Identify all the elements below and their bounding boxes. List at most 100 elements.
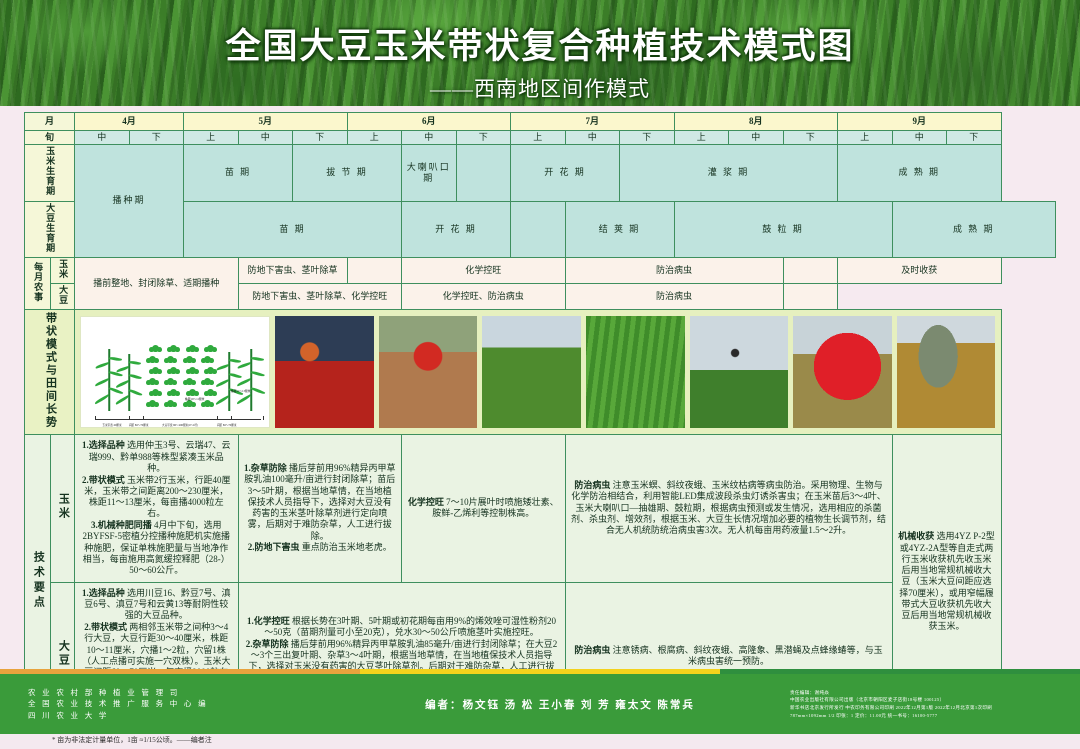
label-farm-corn-text: 玉米 bbox=[58, 258, 69, 279]
soybean-plant bbox=[185, 400, 193, 408]
main-grid: 月 4月 5月 6月 7月 8月 9月旬中下上中下上中下上中下上中下上中下玉米生育期 播种期苗… bbox=[24, 112, 1056, 731]
label-band-pattern-text: 带状模式与田间长势 bbox=[44, 312, 57, 430]
tech-soy-c4-title-0: 防治病虫 bbox=[574, 644, 611, 655]
tech-corn-c3-title-0: 化学控旺 bbox=[407, 497, 444, 507]
month-header-5月: 5月 bbox=[183, 112, 348, 131]
xun-cell-5月-上: 上 bbox=[183, 129, 239, 146]
ruler-tick bbox=[263, 416, 264, 421]
dimension-label-0: 玉米带宽 40厘米 bbox=[102, 424, 122, 428]
soy-stage-0: 苗 期 bbox=[183, 200, 402, 258]
label-band-pattern: 带状模式与田间长势 bbox=[24, 309, 75, 436]
soybean-plant bbox=[167, 378, 175, 386]
corn-stage-3: 大喇叭口期 bbox=[401, 144, 457, 202]
tech-corn-c2-item-1: 2.防地下害虫 重点防治玉米地老虎。 bbox=[244, 542, 397, 553]
xun-cell-7月-上: 上 bbox=[510, 129, 566, 146]
tech-corn-c2-title-0: 1.杂草防除 bbox=[243, 463, 287, 473]
corn-leaf bbox=[250, 369, 265, 378]
callout-0: 株距10～11厘米 bbox=[185, 397, 205, 401]
corn-farm-op-4: 防治病虫 bbox=[564, 256, 784, 285]
corn-farm-op-6: 及时收获 bbox=[837, 256, 1002, 285]
xun-cell-9月-下: 下 bbox=[946, 129, 1002, 146]
soy-stage-1: 开 花 期 bbox=[401, 200, 511, 258]
soybean-block bbox=[143, 341, 220, 408]
imprint-line-4: 787mm×1092mm 1/2 印张：1 定价：11.00元 统一书号：161… bbox=[790, 712, 938, 718]
soybean-row bbox=[146, 367, 220, 375]
tech-corn-c1-body-1: 玉米带2行玉米，行距40厘米，玉米带之间距离200～230厘米，株距11～13厘… bbox=[84, 474, 231, 519]
soybean-row bbox=[146, 389, 220, 397]
ruler-tick bbox=[217, 416, 218, 421]
soy-farm-op-1: 化学控旺、防治病虫 bbox=[401, 282, 566, 311]
poster-footer: 农 业 农 村 部 种 植 业 管 理 司 全 国 农 业 技 术 推 广 服 … bbox=[0, 674, 1080, 734]
xun-cell-7月-中: 中 bbox=[564, 129, 620, 146]
corn-farm-op-2 bbox=[346, 256, 402, 285]
tech-corn-c1-item-0: 1.选择品种 选用仲玉3号、云瑞47、云瑞999、黔单988等株型紧凑玉米品种。 bbox=[80, 440, 233, 474]
soybean-row bbox=[143, 356, 217, 364]
row-months: 月 4月 5月 6月 7月 8月 9月 bbox=[24, 112, 1056, 131]
xun-cell-6月-上: 上 bbox=[346, 129, 402, 146]
xun-cell-8月-中: 中 bbox=[728, 129, 784, 146]
label-soy-growth: 大豆生育期 bbox=[24, 200, 75, 258]
tech-soy-c1-body-0: 选用川豆16、黔豆7号、滇豆6号、滇豆7号和云黄13等耐阴性较强的大豆品种。 bbox=[84, 587, 231, 621]
ruler-tick bbox=[231, 416, 232, 421]
corn-leaf bbox=[250, 386, 266, 396]
corn-plant bbox=[107, 354, 151, 412]
tech-soy-c1-title-0: 1.选择品种 bbox=[81, 587, 125, 598]
soybean-plant bbox=[151, 367, 159, 375]
xun-cell-5月-下: 下 bbox=[292, 129, 348, 146]
soybean-row bbox=[143, 400, 217, 408]
tech-corn-c1-title-0: 1.选择品种 bbox=[81, 440, 125, 451]
color-stripe bbox=[0, 669, 1080, 674]
soybean-plant bbox=[207, 367, 215, 375]
label-tech-soy-text: 大豆 bbox=[57, 640, 70, 669]
soybean-plant bbox=[170, 389, 178, 397]
soy-stage-4: 鼓 粒 期 bbox=[673, 200, 893, 258]
tech-soy-c2-title-1: 2.杂草防除 bbox=[245, 638, 289, 649]
corn-farm-op-3: 化学控旺 bbox=[401, 256, 566, 285]
label-month: 月 bbox=[24, 112, 75, 131]
tech-corn-c2-body-0: 播后芽前用96%精异丙甲草胺乳油100毫升/亩进行封闭除草；苗后3～5叶期，根据… bbox=[244, 463, 396, 541]
org-line-1: 农 业 农 村 部 种 植 业 管 理 司 bbox=[28, 687, 180, 697]
photo-seed-treatment bbox=[275, 316, 374, 429]
soybean-plant bbox=[151, 345, 159, 353]
tech-soy-c4-body-0: 注意锈病、根腐病、斜纹夜蛾、高隆象、黑潜蝇及点蜂缘蝽等，与玉米病虫害统一预防。 bbox=[610, 644, 883, 666]
month-header-4月: 4月 bbox=[74, 112, 184, 131]
tech-corn-c2-item-0: 1.杂草防除 播后芽前用96%精异丙甲草胺乳油100毫升/亩进行封闭除草；苗后3… bbox=[244, 463, 397, 542]
dimension-label-3: 间距 60～70厘米 bbox=[217, 424, 237, 428]
xun-cell-4月-下: 下 bbox=[128, 129, 184, 146]
row-soy-farm: 大豆 防地下害虫、茎叶除草、化学控旺 化学控旺、防治病虫 防治病虫 bbox=[25, 282, 1056, 311]
photo-corn-harvester bbox=[793, 316, 892, 429]
tech-corn-c1-title-2: 3.机械种肥同播 bbox=[90, 520, 152, 530]
dimension-ruler bbox=[95, 419, 261, 421]
photo-intercrop-field bbox=[585, 316, 685, 429]
soybean-plant bbox=[207, 389, 215, 397]
row-corn-growth: 玉米生育期 播种期苗 期拔 节 期大喇叭口期开 花 期灌 浆 期成 熟 期 bbox=[24, 144, 1056, 258]
month-header-6月: 6月 bbox=[346, 112, 511, 131]
tech-soy-c2-item-0: 1.化学控旺 根据长势在3叶期、5叶期或初花期每亩用9%的烯效唑可湿性粉剂20～… bbox=[244, 616, 560, 639]
imprint-line-3: 新华书店北京发行所发行 中农印务有限公司印刷 2022年12月第1版 2022年… bbox=[790, 705, 993, 710]
soybean-plant bbox=[167, 400, 175, 408]
tech-soy-c1-title-1: 2.带状模式 bbox=[84, 622, 127, 632]
corn-plant bbox=[229, 349, 269, 412]
tech-corn-c2-body-1: 重点防治玉米地老虎。 bbox=[299, 542, 392, 553]
soy-farm-op-2: 防治病虫 bbox=[564, 282, 784, 311]
tech-corn-c1-item-1: 2.带状模式 玉米带2行玉米，行距40厘米，玉米带之间距离200～230厘米，株… bbox=[80, 475, 233, 520]
tech-corn-c1-item-2: 3.机械种肥同播 4月中下旬，选用2BYFSF-5密植分控播种施肥机实施播种施肥… bbox=[80, 520, 233, 576]
soybean-plant bbox=[188, 367, 196, 375]
editors-names: 杨文钰 汤 松 王小春 刘 芳 雍太文 陈常兵 bbox=[462, 699, 695, 711]
corn-leaf bbox=[128, 360, 142, 367]
xun-cell-7月-下: 下 bbox=[619, 129, 675, 146]
soybean-plant bbox=[148, 378, 156, 386]
row-corn-farm: 每月农事 玉米 播前整地、封闭除草、适期播种 防地下害虫、茎叶除草 化学控旺 防治病虫 及时… bbox=[24, 256, 1056, 311]
soybean-plant bbox=[170, 345, 178, 353]
row-xun: 旬中下上中下上中下上中下上中下上中下 bbox=[24, 129, 1056, 146]
label-farm-corn: 玉米 bbox=[50, 256, 75, 285]
label-corn-growth: 玉米生育期 bbox=[24, 144, 75, 202]
band-media-strip: 玉米带宽 40厘米 间距 60～70厘米 大豆带宽 90～100厘米(3～4行) 间距… bbox=[74, 309, 1002, 436]
soy-farm-op-0: 防地下害虫、茎叶除草、化学控旺 bbox=[237, 282, 402, 311]
corn-farm-op-0: 播前整地、封闭除草、适期播种 bbox=[74, 256, 239, 311]
org-line-3: 四 川 农 业 大 学 bbox=[28, 710, 109, 720]
tech-corn-col4: 防治病虫 注意玉米螟、斜纹夜蛾、玉米纹枯病等病虫防治。采用物理、生物与化学防治相… bbox=[564, 434, 893, 583]
corn-farm-op-1: 防地下害虫、茎叶除草 bbox=[237, 256, 348, 285]
soybean-plant bbox=[185, 356, 193, 364]
soybean-plant bbox=[148, 356, 156, 364]
